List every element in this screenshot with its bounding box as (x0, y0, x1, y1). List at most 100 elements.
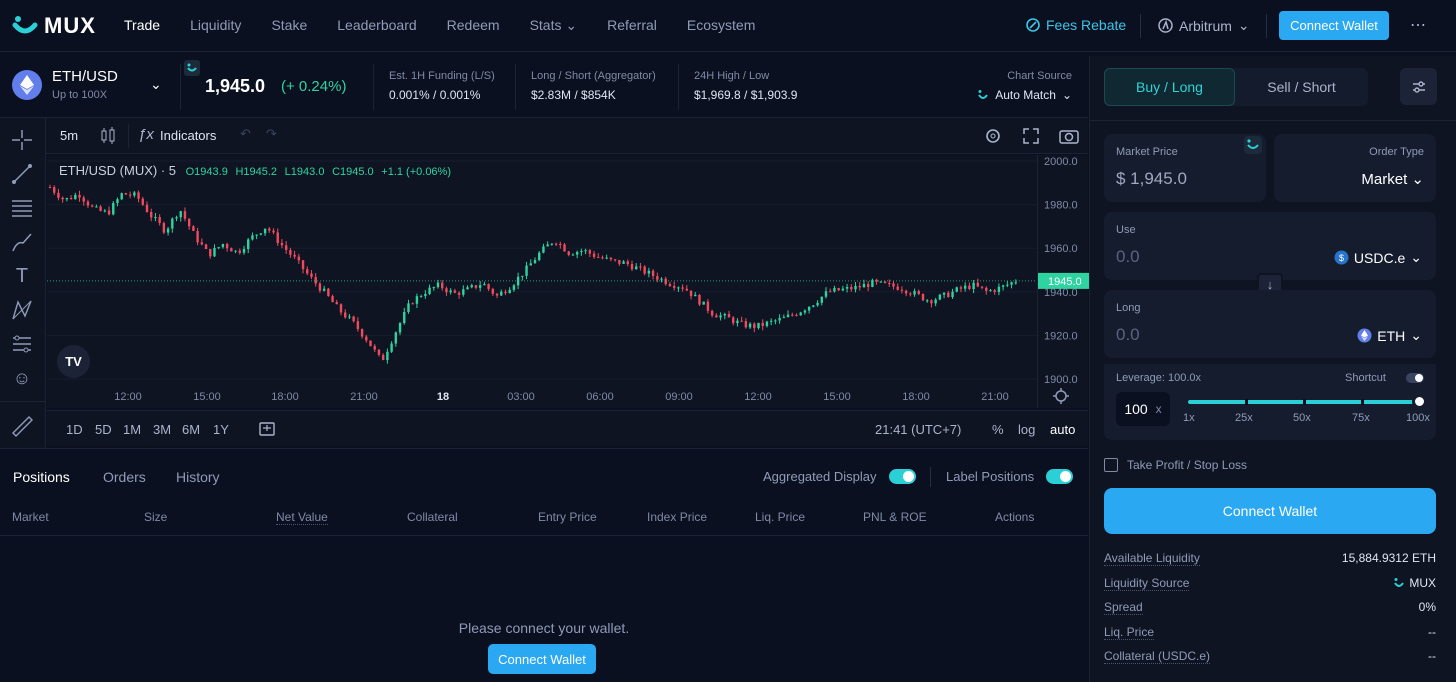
candle-body (672, 285, 676, 288)
nav-leaderboard[interactable]: Leaderboard (337, 17, 417, 33)
candle-body (158, 217, 161, 224)
candle-body (630, 264, 634, 270)
range-3m[interactable]: 3M (153, 422, 172, 437)
lev-mark-25x[interactable]: 25x (1235, 412, 1253, 424)
crosshair-icon[interactable] (10, 128, 34, 152)
axis-settings-icon[interactable] (1052, 387, 1070, 405)
candles-icon[interactable] (99, 127, 117, 145)
tradingview-logo[interactable]: TV (57, 345, 90, 378)
interval-button[interactable]: 5m (60, 128, 79, 143)
network-selector[interactable]: Arbitrum ⌄ (1158, 17, 1250, 34)
connect-wallet-button[interactable]: Connect Wallet (1279, 11, 1389, 40)
nav-redeem[interactable]: Redeem (446, 17, 500, 33)
leverage-slider[interactable] (1188, 394, 1427, 409)
text-tool-icon[interactable]: T (15, 264, 29, 287)
brush-icon[interactable] (10, 230, 34, 254)
candle-body (398, 323, 402, 333)
more-menu-icon[interactable]: ⋯ (1410, 17, 1427, 34)
pattern-icon[interactable] (10, 298, 34, 322)
candle-body (554, 243, 558, 245)
tab-history[interactable]: History (176, 469, 220, 485)
pair-selector[interactable]: ETH/USD Up to 100X (12, 68, 118, 101)
nav-referral[interactable]: Referral (607, 17, 657, 33)
nav-ecosystem[interactable]: Ecosystem (686, 17, 756, 33)
indicators-button[interactable]: Indicators (160, 128, 217, 143)
long-token-select[interactable]: ETH ⌄ (1357, 327, 1422, 344)
candle-body (200, 242, 204, 245)
long-amount-input[interactable]: 0.0 (1116, 325, 1140, 344)
tab-positions[interactable]: Positions (13, 469, 70, 485)
candle-body (432, 287, 435, 289)
order-type-select[interactable]: Market ⌄ (1361, 170, 1424, 188)
nav-liquidity[interactable]: Liquidity (190, 17, 242, 33)
nav-stake[interactable]: Stake (271, 17, 308, 33)
chart-source[interactable]: Chart Source Auto Match ⌄ (977, 70, 1072, 102)
chevron-down-icon[interactable]: ⌄ (150, 76, 162, 92)
leverage-input-value: 100 (1124, 401, 1148, 417)
undo-icon[interactable]: ↶ (240, 126, 251, 141)
chart-time[interactable]: 21:41 (UTC+7) (875, 422, 962, 437)
redo-icon[interactable]: ↷ (266, 126, 277, 141)
price-chart[interactable]: ETH/USD (MUX) · 5 O1943.9 H1945.2 L1943.… (47, 155, 1037, 408)
range-1m[interactable]: 1M (123, 422, 142, 437)
lev-mark-50x[interactable]: 50x (1293, 412, 1311, 424)
fib-icon[interactable] (10, 196, 34, 220)
order-type-box[interactable]: Order Type Market ⌄ (1274, 134, 1436, 202)
candle-body (306, 269, 309, 274)
candle-body (145, 204, 149, 213)
mux-logo[interactable]: MUX (12, 13, 96, 39)
candle-body (972, 282, 975, 290)
leverage-slider-handle[interactable] (1412, 394, 1427, 409)
percent-toggle[interactable]: % (992, 422, 1004, 437)
range-1y[interactable]: 1Y (213, 422, 229, 437)
range-5d[interactable]: 5D (95, 422, 112, 437)
candle-body (753, 323, 756, 329)
aggregated-display-toggle[interactable] (889, 469, 916, 484)
use-amount-input[interactable]: 0.0 (1116, 247, 1140, 266)
auto-toggle[interactable]: auto (1050, 422, 1076, 437)
sell-short-tab[interactable]: Sell / Short (1267, 79, 1336, 95)
candle-body (947, 292, 950, 298)
trendline-icon[interactable] (10, 162, 34, 186)
lev-mark-1x[interactable]: 1x (1183, 412, 1195, 424)
emoji-icon[interactable]: ☺ (12, 367, 32, 388)
leverage-input[interactable]: 100 x (1116, 392, 1170, 426)
range-6m[interactable]: 6M (182, 422, 201, 437)
candle-body (820, 296, 823, 303)
tpsl-label[interactable]: Take Profit / Stop Loss (1127, 458, 1248, 472)
shortcut-toggle[interactable] (1406, 373, 1424, 383)
measure-icon[interactable] (10, 332, 34, 356)
log-toggle[interactable]: log (1018, 422, 1036, 437)
fullscreen-icon[interactable] (1021, 126, 1041, 146)
tpsl-checkbox[interactable] (1104, 458, 1118, 472)
candle-body (968, 285, 971, 290)
buy-long-tab[interactable]: Buy / Long (1104, 68, 1235, 106)
nav-stats[interactable]: Stats ⌄ (530, 17, 578, 34)
price-change: (+ 0.24%) (281, 78, 347, 95)
use-token-select[interactable]: $ USDC.e ⌄ (1334, 249, 1422, 266)
drawing-toolbar: T ☺ (0, 118, 46, 448)
label-positions-toggle[interactable] (1046, 469, 1073, 484)
candle-body (706, 301, 710, 311)
long-token-label: ETH (1377, 327, 1406, 344)
connect-wallet-button-main[interactable]: Connect Wallet (1104, 488, 1436, 534)
range-1d[interactable]: 1D (66, 422, 83, 437)
trade-settings-button[interactable] (1400, 68, 1437, 105)
date-range-icon[interactable] (258, 420, 276, 438)
candle-body (1010, 282, 1013, 285)
svg-text:$: $ (1339, 253, 1344, 263)
ruler-icon[interactable] (10, 414, 34, 438)
candle-body (356, 321, 360, 330)
fees-rebate-link[interactable]: Fees Rebate (1026, 17, 1126, 33)
pair-leverage: Up to 100X (52, 89, 108, 101)
candle-body (339, 304, 343, 313)
tab-orders[interactable]: Orders (103, 469, 146, 485)
lev-mark-100x[interactable]: 100x (1406, 412, 1430, 424)
camera-icon[interactable] (1058, 126, 1080, 146)
candle-body (504, 291, 507, 294)
candle-body (419, 296, 423, 298)
nav-trade[interactable]: Trade (124, 17, 161, 33)
lev-mark-75x[interactable]: 75x (1352, 412, 1370, 424)
settings-icon[interactable] (983, 126, 1003, 146)
connect-wallet-button-positions[interactable]: Connect Wallet (488, 644, 596, 674)
